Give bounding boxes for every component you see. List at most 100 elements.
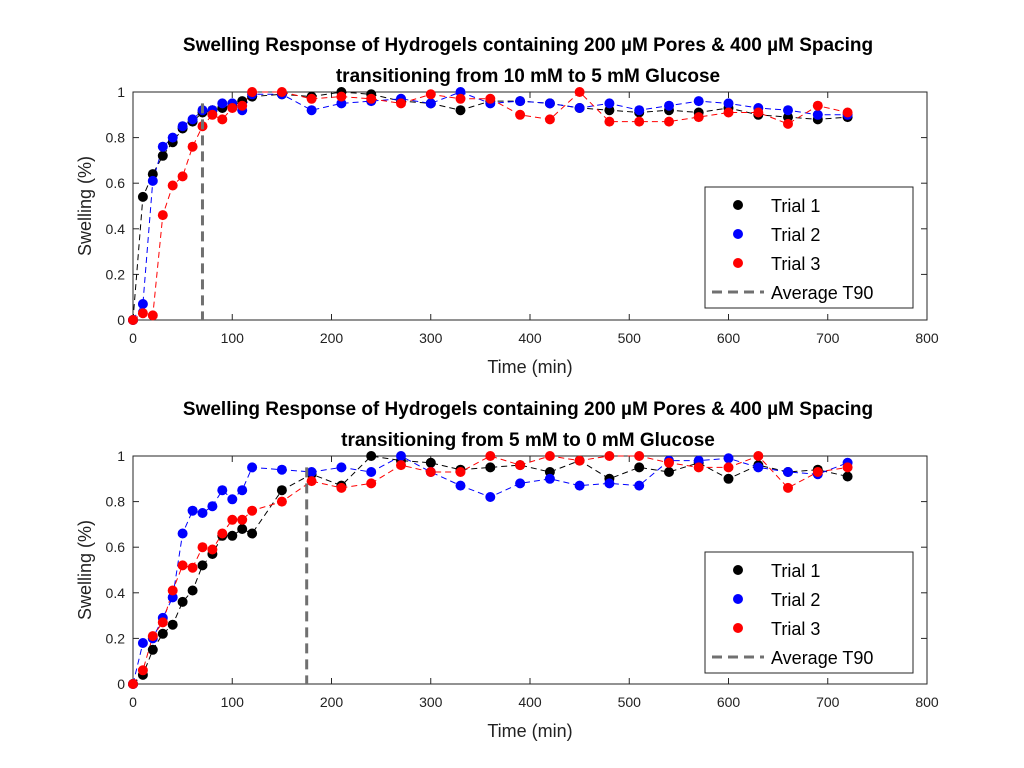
chart-1-trial-2-point <box>147 175 158 186</box>
chart-2-trial-3-point <box>366 478 377 489</box>
chart-2-trial-3-point <box>137 665 148 676</box>
chart-1-trial-3-point <box>157 210 168 221</box>
chart-2-trial-3-point <box>604 451 615 461</box>
chart-2-trial-1-point <box>247 528 258 539</box>
chart-1-trial-2-point <box>723 98 734 109</box>
chart-2-trial-2-point <box>723 453 734 464</box>
chart-2-trial-3-point <box>147 631 158 642</box>
chart-2-trial-2-point <box>366 467 377 477</box>
chart-1-y-tick-label: 1 <box>117 84 125 100</box>
chart-1-trial-3-point <box>455 93 466 104</box>
chart-1-trial-2-point <box>693 96 704 107</box>
chart-1-trial-3-point <box>237 100 248 111</box>
chart-2-trial-3-point <box>664 457 674 468</box>
chart-2-y-axis-label: Swelling (%) <box>75 520 95 620</box>
chart-2-legend-label-average-t90: Average T90 <box>771 648 873 668</box>
chart-1-legend-label-trial-3: Trial 3 <box>771 254 820 274</box>
chart-2-trial-1-point <box>177 596 188 607</box>
chart-1-x-tick-label: 600 <box>717 330 741 346</box>
chart-1-trial-3-point <box>247 87 258 97</box>
chart-2-trial-1-point <box>366 451 377 461</box>
chart-2-x-tick-label: 400 <box>518 694 542 710</box>
chart-1-trial-3-point <box>137 308 148 319</box>
chart-2-title: Swelling Response of Hydrogels containin… <box>183 399 873 420</box>
chart-1-x-tick-label: 300 <box>419 330 443 346</box>
chart-1-trial-3-point <box>128 315 138 325</box>
chart-1-trial-3-point <box>664 116 674 127</box>
chart-2-trial-1-point <box>634 462 645 473</box>
chart-2-trial-2-point <box>515 478 526 489</box>
chart-2-trial-1-point <box>237 524 248 534</box>
chart-2-trial-2-point <box>237 485 248 496</box>
chart-2-legend: Trial 1 Trial 2 Trial 3 Average T90 <box>704 551 914 674</box>
chart-1-legend-label-average-t90: Average T90 <box>771 283 873 303</box>
chart-1-trial-2-point <box>515 96 526 107</box>
chart-2-x-tick-label: 300 <box>419 694 443 710</box>
chart-2-x-ticks: 0 100 200 300 400 500 600 700 800 <box>129 456 939 710</box>
chart-1-trial-3-point <box>574 87 585 97</box>
chart-1-trial-2-point <box>157 141 168 152</box>
chart-1-trial-2-point <box>306 105 317 116</box>
chart-2-trial-3-point <box>842 462 853 473</box>
chart-2-trial-2-point <box>485 492 496 502</box>
chart-2-x-tick-label: 0 <box>129 694 137 710</box>
chart-2-trial-2-point <box>574 480 585 491</box>
chart-2-trial-2-point <box>177 528 188 539</box>
chart-2-y-tick-label: 1 <box>117 448 125 464</box>
chart-1-trial-3-point <box>485 93 496 104</box>
chart-1-x-tick-label: 700 <box>816 330 840 346</box>
chart-2-x-tick-label: 800 <box>915 694 939 710</box>
chart-2-trial-3-point <box>634 451 645 461</box>
chart-2-trial-3-point <box>237 514 248 525</box>
chart-2-trial-2-point <box>207 501 218 512</box>
chart-2-trial-3-point <box>544 451 555 461</box>
chart-2-trial-1-point <box>425 457 436 468</box>
chart-1-legend-label-trial-2: Trial 2 <box>771 225 820 245</box>
chart-2-trial-3-point <box>515 460 526 471</box>
chart-1-trial-2-point <box>167 132 178 143</box>
chart-1-trial-2-point <box>177 121 188 132</box>
chart-2-trial-2-point <box>396 451 406 461</box>
chart-2-y-tick-label: 0.6 <box>106 539 126 555</box>
chart-1-x-tick-label: 0 <box>129 330 137 346</box>
chart-2-trial-3-point <box>207 544 218 555</box>
chart-1-trial-1-point <box>157 150 168 161</box>
chart-2-trial-1-point <box>187 585 198 596</box>
chart-2-trial-2-point <box>753 462 764 473</box>
chart-2-trial-1-point <box>723 473 734 484</box>
chart-2-trial-1-point <box>167 619 178 630</box>
chart-1-trial-1-point <box>455 105 466 116</box>
chart-2-trial-3-point <box>177 560 188 571</box>
chart-2-trial-3-point <box>723 462 734 473</box>
chart-2-trial-1-point <box>664 467 674 477</box>
chart-2-trial-2-point <box>227 494 238 505</box>
chart-1-y-axis-label: Swelling (%) <box>75 156 95 256</box>
chart-1-legend-swatch-trial-2 <box>733 229 743 239</box>
chart-2-trial-1-point <box>842 471 853 482</box>
chart-1-y-tick-label: 0.4 <box>106 221 126 237</box>
chart-2-x-tick-label: 600 <box>717 694 741 710</box>
chart-1-trial-3-point <box>544 114 555 125</box>
chart-1-x-tick-label: 800 <box>915 330 939 346</box>
chart-1-legend: Trial 1 Trial 2 Trial 3 Average T90 <box>704 186 914 309</box>
chart-1-trial-2-point <box>544 98 555 109</box>
chart-2-trial-2-point <box>634 480 645 491</box>
chart-1-trial-3-point <box>783 118 793 129</box>
chart-1-y-tick-label: 0 <box>117 312 125 328</box>
chart-1-marks <box>128 87 853 325</box>
chart-1-y-ticks: 0 0.2 0.4 0.6 0.8 1 <box>106 84 927 328</box>
chart-1-trial-3-point <box>217 114 228 125</box>
chart-2-trial-1-point <box>276 485 287 496</box>
chart-1-trial-2-point <box>425 98 436 109</box>
chart-1-trial-3-point <box>604 116 615 127</box>
chart-2-legend-label-trial-3: Trial 3 <box>771 619 820 639</box>
chart-1-y-tick-label: 0.2 <box>106 266 126 282</box>
chart-1-trial-3-point <box>207 109 218 120</box>
chart-1-legend-swatch-trial-1 <box>733 200 743 210</box>
chart-2-trial-2-point <box>306 467 317 477</box>
chart-2-trial-2-point <box>137 638 148 648</box>
chart-2-x-tick-label: 700 <box>816 694 840 710</box>
chart-1-trial-3-point <box>177 171 188 182</box>
chart-2-trial-2-point <box>217 485 228 496</box>
chart-1-trial-3-point <box>753 107 764 118</box>
